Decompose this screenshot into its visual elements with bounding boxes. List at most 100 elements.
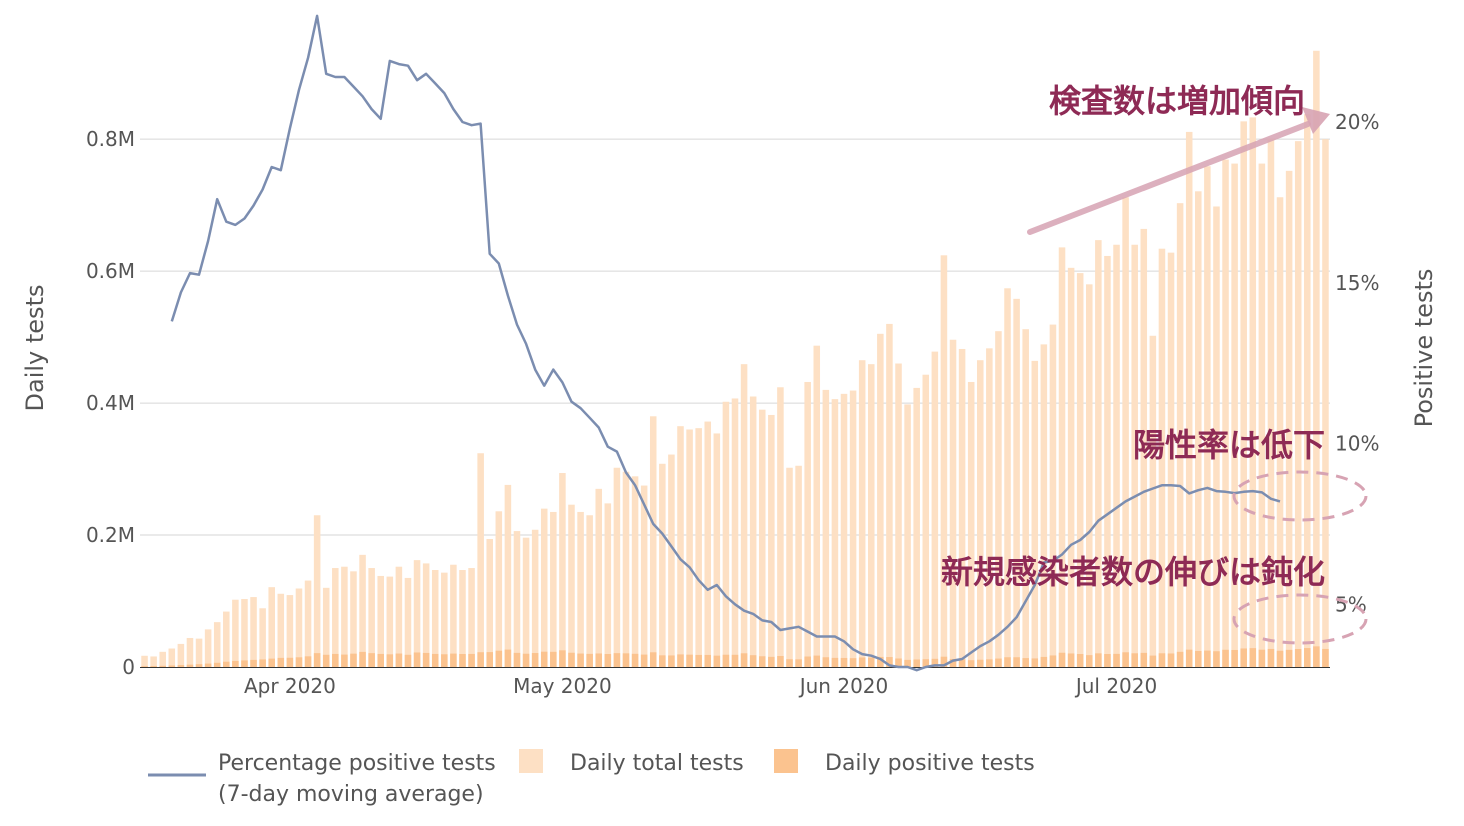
total-tests-bar [1258,163,1266,667]
positivity-rate-line [170,14,1281,672]
total-tests-bar [622,471,630,667]
total-tests-bar [477,453,484,667]
positive-tests-bar [204,663,212,667]
positive-tests-bar [804,656,811,667]
total-tests-bar [468,568,475,667]
annotation-positivity-down: 陽性率は低下 [1133,426,1325,464]
total-tests-bar [277,593,285,667]
total-tests-bar [386,576,394,667]
total-tests-bar [1231,163,1238,667]
total-tests-bar [1031,360,1039,667]
total-tests-bar [1185,131,1193,667]
positive-tests-bar [177,665,185,667]
total-tests-bar [613,467,621,667]
positive-tests-bar [1167,653,1175,667]
total-tests-bar [958,348,966,667]
positive-tests-bar [922,659,930,667]
total-tests-bar [1086,284,1093,667]
total-tests-bar [867,364,875,667]
total-tests-bar [1304,114,1311,667]
x-tick-label: May 2020 [513,674,612,698]
positive-tests-bar [795,659,802,667]
positive-tests-bar [1131,653,1138,667]
total-tests-bar [659,463,666,667]
total-tests-bar [595,488,603,667]
total-tests-bar [1131,244,1138,667]
positive-tests-bar [967,660,975,667]
positive-tests-bar [577,653,584,667]
total-tests-bar [459,570,466,667]
total-tests-bar [976,360,984,667]
total-tests-bar [949,339,957,667]
positive-tests-bar [395,653,403,667]
total-tests-bar [967,381,975,667]
positive-tests-bar [949,658,957,667]
total-tests-bar [250,597,257,667]
total-tests-bar [604,503,612,667]
total-tests-bar [1149,335,1157,667]
total-tests-bar [1195,191,1202,667]
positive-tests-bar [995,658,1002,667]
positive-tests-bar [368,653,375,667]
total-tests-bar [504,484,512,667]
positive-tests-bar [1313,646,1320,667]
positive-tests-bar [640,654,648,667]
total-tests-bar [1294,141,1302,667]
positive-tests-bar [831,657,839,667]
legend-line-label-sub: (7-day moving average) [218,782,484,807]
positive-tests-bar [986,659,993,667]
total-tests-bar [1022,329,1029,667]
positive-tests-bar [459,654,466,667]
annotation-new-cases-slowing: 新規感染者数の伸びは鈍化 [941,553,1325,591]
total-tests-bar [686,429,693,667]
positive-tests-bar [1095,653,1102,667]
positive-tests-bar [895,658,902,667]
total-tests-bar [922,374,930,667]
total-tests-bar [577,511,584,667]
positive-tests-bar [1258,649,1266,667]
total-tests-bar [1067,267,1075,667]
total-tests-bar [931,351,939,667]
total-tests-bar [640,485,648,667]
x-tick-label: Jun 2020 [798,674,889,698]
total-tests-bar [259,608,266,667]
total-tests-bar [232,599,239,667]
positive-tests-bar [168,665,176,667]
total-tests-bar [195,638,203,667]
positive-tests-bar [341,654,348,667]
total-tests-bar [531,529,539,667]
total-tests-bar [1285,170,1293,667]
positive-tests-bar [622,653,630,667]
positive-tests-bar [713,655,721,667]
total-tests-bar [631,476,639,667]
y-right-tick-label: 10% [1335,432,1379,456]
positive-tests-bar [486,652,494,667]
total-tests-bar [1076,273,1084,667]
positive-tests-bar [1040,656,1048,667]
legend-positive-swatch [774,749,798,773]
y-left-tick-label: 0.6M [86,259,135,283]
left-axis-title: Daily tests [21,285,49,412]
total-tests-bar [295,588,303,667]
total-tests-bar [1058,247,1066,667]
positive-tests-bar [1149,655,1157,667]
total-tests-bars [141,50,1329,668]
positive-tests-bar [223,661,230,667]
total-tests-bar [223,611,230,667]
trend-arrow-head [1302,107,1330,134]
total-tests-bar [1240,121,1247,667]
positive-tests-bar [586,653,593,667]
positive-tests-bar [250,659,257,667]
positive-tests-bar [758,656,766,667]
legend-line-label: Percentage positive tests [218,751,496,776]
total-tests-bar [813,345,821,667]
positive-tests-bar [777,655,784,667]
total-tests-bar [831,399,839,667]
total-tests-bar [1267,138,1275,667]
x-tick-label: Apr 2020 [244,674,336,698]
positive-tests-bar [332,653,339,667]
total-tests-bar [1013,298,1020,667]
positive-tests-bar [659,655,666,667]
positive-tests-bar [1267,648,1275,667]
